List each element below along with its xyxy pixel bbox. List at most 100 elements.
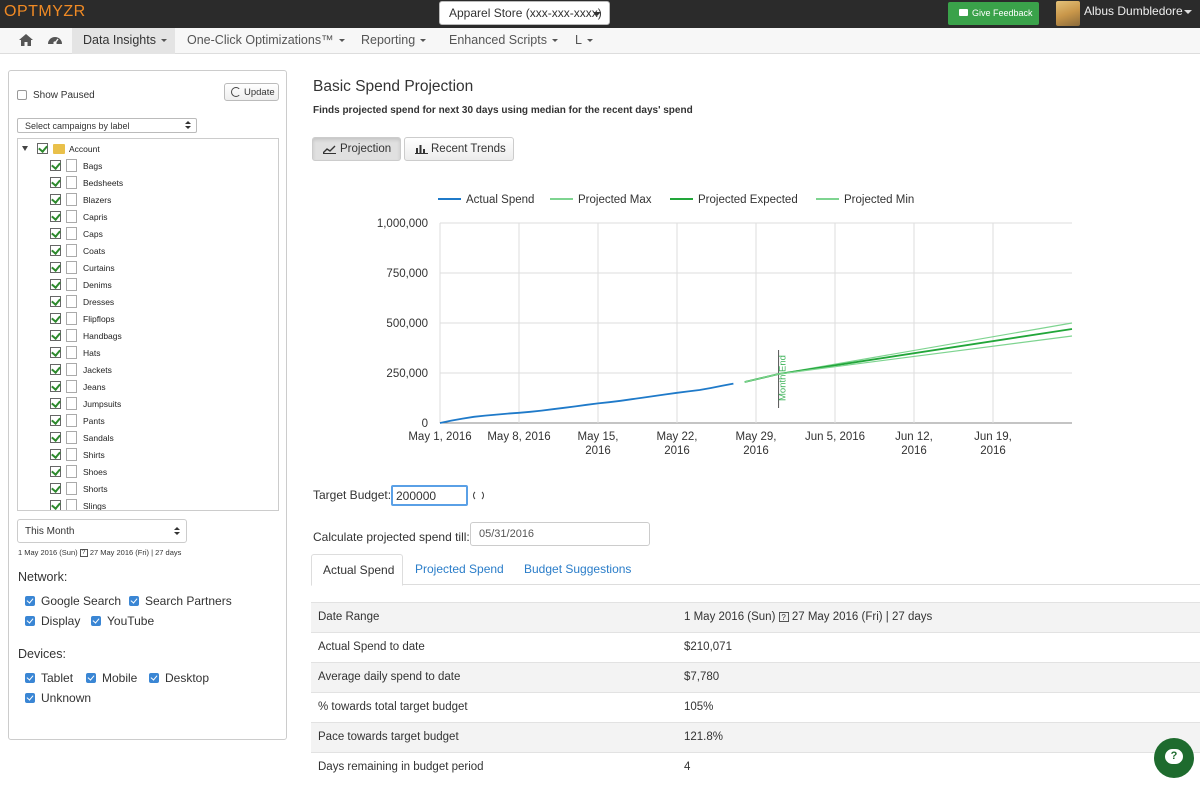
- give-feedback-button[interactable]: Give Feedback: [948, 2, 1039, 25]
- dashboard-icon[interactable]: [47, 33, 63, 47]
- tree-item-slings[interactable]: Slings: [18, 498, 278, 510]
- tree-checkbox[interactable]: [50, 500, 61, 510]
- home-icon[interactable]: [18, 33, 34, 47]
- row-label: Average daily spend to date: [318, 671, 461, 683]
- projection-button[interactable]: Projection: [312, 137, 401, 161]
- tree-item-blazers[interactable]: Blazers: [18, 192, 278, 209]
- tree-checkbox[interactable]: [50, 347, 61, 358]
- tree-item-sandals[interactable]: Sandals: [18, 430, 278, 447]
- tree-item-jeans[interactable]: Jeans: [18, 379, 278, 396]
- tree-checkbox[interactable]: [50, 160, 61, 171]
- tree-checkbox[interactable]: [50, 398, 61, 409]
- nav-reporting-label: Reporting: [361, 33, 416, 47]
- nav-data-insights[interactable]: Data Insights: [72, 28, 175, 54]
- row-value: 105%: [684, 701, 714, 713]
- tab-projected-spend[interactable]: Projected Spend: [415, 554, 504, 585]
- campaign-label-select[interactable]: Select campaigns by label: [17, 118, 197, 133]
- nav-one-click-optimizations[interactable]: One-Click Optimizations™: [187, 28, 345, 54]
- tab-actual-spend-label: Actual Spend: [323, 563, 395, 577]
- tree-checkbox[interactable]: [50, 262, 61, 273]
- tab-actual-spend[interactable]: Actual Spend: [311, 554, 403, 586]
- tree-checkbox[interactable]: [50, 432, 61, 443]
- tab-budget-suggestions[interactable]: Budget Suggestions: [524, 554, 631, 585]
- user-menu-caret-icon[interactable]: [1184, 10, 1192, 14]
- tree-item-curtains[interactable]: Curtains: [18, 260, 278, 277]
- calc-till-date-input[interactable]: 05/31/2016: [470, 522, 650, 546]
- refresh-icon[interactable]: [473, 490, 484, 501]
- tree-item-denims[interactable]: Denims: [18, 277, 278, 294]
- user-name[interactable]: Albus Dumbledore: [1084, 4, 1183, 18]
- folder-icon: [53, 144, 65, 154]
- help-icon[interactable]: ?: [778, 611, 789, 622]
- target-budget-input[interactable]: 200000: [391, 485, 468, 506]
- show-paused-checkbox[interactable]: [17, 90, 27, 100]
- tree-root-account[interactable]: Account: [18, 141, 278, 158]
- tree-item-dresses[interactable]: Dresses: [18, 294, 278, 311]
- google-search-checkbox[interactable]: [25, 596, 35, 606]
- tree-item-capris[interactable]: Capris: [18, 209, 278, 226]
- avatar[interactable]: [1056, 1, 1080, 26]
- date-period-value: This Month: [25, 526, 75, 537]
- tree-item-bedsheets[interactable]: Bedsheets: [18, 175, 278, 192]
- app-logo[interactable]: OPTMYZR: [4, 3, 86, 20]
- nav-data-insights-label: Data Insights: [83, 33, 156, 47]
- chat-button[interactable]: ?: [1154, 738, 1194, 778]
- mobile-checkbox[interactable]: [86, 673, 96, 683]
- collapse-toggle-icon[interactable]: [22, 146, 28, 151]
- tree-item-hats[interactable]: Hats: [18, 345, 278, 362]
- series-line-projected-expected: [744, 328, 1073, 383]
- tree-item-shirts[interactable]: Shirts: [18, 447, 278, 464]
- campaign-tree[interactable]: Account Bags Bedsheets Blazers Capris Caps Co…: [17, 138, 279, 511]
- tree-checkbox[interactable]: [50, 194, 61, 205]
- give-feedback-label: Give Feedback: [972, 8, 1033, 18]
- file-icon: [66, 159, 77, 172]
- unknown-checkbox[interactable]: [25, 693, 35, 703]
- google-search-label: Google Search: [41, 594, 122, 608]
- tree-checkbox[interactable]: [37, 143, 48, 154]
- date-range-days: 27 days: [891, 611, 933, 623]
- tree-item-shoes[interactable]: Shoes: [18, 464, 278, 481]
- tree-checkbox[interactable]: [50, 177, 61, 188]
- nav-l[interactable]: L: [575, 28, 593, 54]
- display-checkbox[interactable]: [25, 616, 35, 626]
- tree-checkbox[interactable]: [50, 449, 61, 460]
- tree-item-shorts[interactable]: Shorts: [18, 481, 278, 498]
- tree-checkbox[interactable]: [50, 313, 61, 324]
- date-start: 1 May 2016 (Sun): [18, 548, 78, 557]
- tree-item-flipflops[interactable]: Flipflops: [18, 311, 278, 328]
- tree-item-jackets[interactable]: Jackets: [18, 362, 278, 379]
- tree-item-handbags[interactable]: Handbags: [18, 328, 278, 345]
- tree-item-bags[interactable]: Bags: [18, 158, 278, 175]
- tree-checkbox[interactable]: [50, 296, 61, 307]
- tree-item-caps[interactable]: Caps: [18, 226, 278, 243]
- tree-checkbox[interactable]: [50, 245, 61, 256]
- update-button[interactable]: Update: [224, 83, 279, 101]
- page-title: Basic Spend Projection: [313, 78, 474, 95]
- tree-item-jumpsuits[interactable]: Jumpsuits: [18, 396, 278, 413]
- account-selector[interactable]: Apparel Store (xxx-xxx-xxxx): [439, 1, 610, 25]
- nav-enhanced-scripts[interactable]: Enhanced Scripts: [449, 28, 558, 54]
- tree-checkbox[interactable]: [50, 211, 61, 222]
- tree-checkbox[interactable]: [50, 330, 61, 341]
- tree-checkbox[interactable]: [50, 364, 61, 375]
- tree-item-coats[interactable]: Coats: [18, 243, 278, 260]
- select-arrows-icon: [174, 527, 180, 536]
- tree-checkbox[interactable]: [50, 279, 61, 290]
- date-period-select[interactable]: This Month: [17, 519, 187, 543]
- tree-checkbox[interactable]: [50, 381, 61, 392]
- nav-reporting[interactable]: Reporting: [361, 28, 427, 54]
- tree-checkbox[interactable]: [50, 483, 61, 494]
- search-partners-checkbox[interactable]: [129, 596, 139, 606]
- tree-item-pants[interactable]: Pants: [18, 413, 278, 430]
- tablet-checkbox[interactable]: [25, 673, 35, 683]
- tree-checkbox[interactable]: [50, 466, 61, 477]
- youtube-checkbox[interactable]: [91, 616, 101, 626]
- recent-trends-button[interactable]: Recent Trends: [404, 137, 514, 161]
- x-tick-label: May 1, 2016: [408, 431, 471, 443]
- tree-item-label: Bedsheets: [83, 178, 124, 188]
- desktop-checkbox[interactable]: [149, 673, 159, 683]
- tree-checkbox[interactable]: [50, 415, 61, 426]
- help-icon[interactable]: ?: [79, 549, 88, 558]
- row-label: Date Range: [318, 611, 380, 623]
- tree-checkbox[interactable]: [50, 228, 61, 239]
